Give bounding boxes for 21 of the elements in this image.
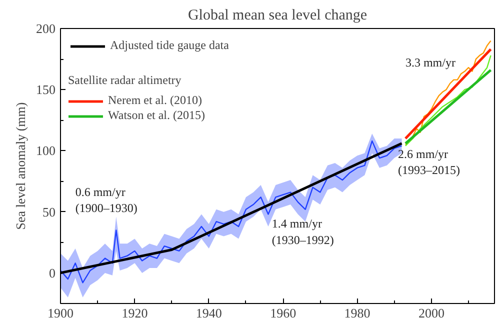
x-tick-label: 1920 [122, 306, 148, 320]
legend-label: Watson et al. (2015) [108, 108, 206, 123]
annotation: 2.6 mm/yr (1993–2015) [398, 147, 460, 178]
x-tick-label: 1960 [270, 306, 296, 320]
legend-label: Adjusted tide gauge data [110, 38, 229, 53]
y-tick-label: 100 [36, 143, 56, 158]
x-tick-label: 1900 [48, 306, 74, 320]
annotation: 3.3 mm/yr [405, 55, 456, 70]
y-axis-title: Sea level anomaly (mm) [13, 102, 28, 230]
legend-label: Nerem et al. (2010) [108, 93, 202, 108]
annotation: 0.6 mm/yr (1900–1930) [75, 184, 138, 216]
y-tick-label: 200 [36, 21, 56, 36]
x-tick-label: 1940 [196, 306, 222, 320]
annotation: 1.4 mm/yr (1930–1992) [272, 216, 334, 247]
y-tick-label: 150 [36, 82, 56, 98]
x-tick-label: 2000 [418, 306, 444, 320]
legend-title: Satellite radar altimetry [68, 73, 182, 88]
x-tick-label: 1980 [344, 306, 370, 320]
chart-title: Global mean sea level change [188, 8, 368, 24]
y-tick-label: 0 [49, 265, 56, 280]
y-tick-label: 50 [42, 204, 56, 220]
